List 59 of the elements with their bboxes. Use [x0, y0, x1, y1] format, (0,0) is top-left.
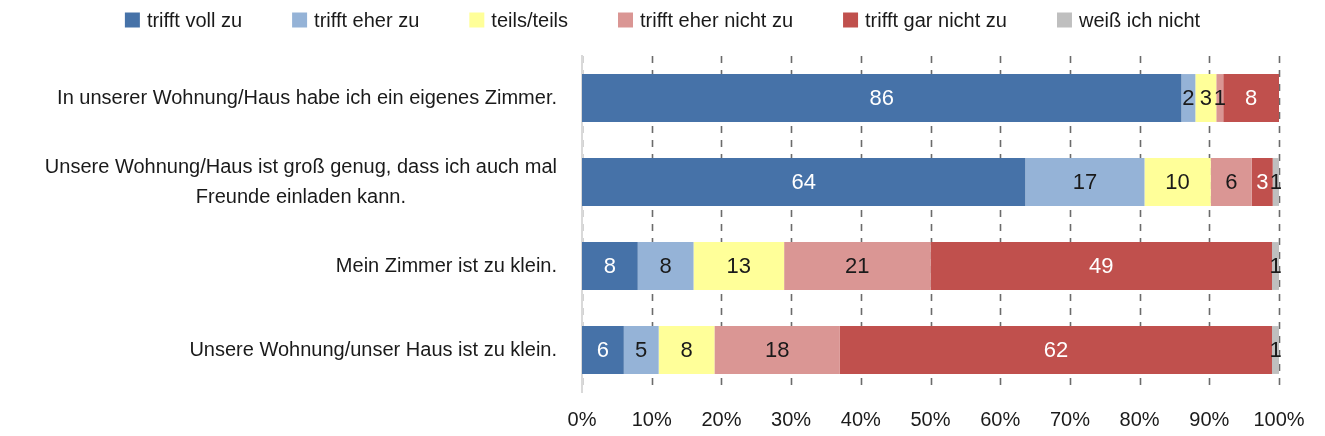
data-label: 3	[1256, 169, 1269, 195]
bar	[658, 326, 715, 374]
bar	[1144, 158, 1211, 206]
bar	[1223, 74, 1279, 122]
bar	[637, 242, 694, 290]
data-label: 17	[1072, 169, 1098, 195]
x-tick-label: 30%	[771, 407, 812, 430]
x-tick-label: 40%	[840, 407, 882, 430]
data-label: 18	[764, 337, 790, 363]
data-label: 62	[1043, 337, 1069, 363]
data-label: 2	[1182, 85, 1195, 111]
bar	[1210, 158, 1252, 206]
y-tick-label: Unsere Wohnung/unser Haus ist zu klein.	[189, 337, 558, 360]
data-label: 86	[869, 85, 894, 111]
x-tick-label: 90%	[1189, 407, 1230, 430]
legend-label: teils/teils	[491, 8, 569, 31]
data-label: 6	[596, 337, 610, 363]
bar	[839, 326, 1273, 374]
bar	[582, 326, 624, 374]
bar	[930, 242, 1273, 290]
bar	[582, 158, 1026, 206]
x-tick-label: 10%	[631, 407, 672, 430]
bar	[1025, 158, 1145, 206]
bar	[623, 326, 659, 374]
bar	[1195, 74, 1217, 122]
y-tick-label: Unsere Wohnung/Haus ist groß genug, dass ich auch mal Freunde einladen kann.	[44, 154, 558, 207]
data-label: 8	[680, 337, 693, 363]
bar	[693, 242, 785, 290]
data-label: 1	[1213, 85, 1226, 111]
data-label: 49	[1089, 253, 1114, 279]
data-label: 8	[603, 253, 617, 279]
data-label: 3	[1199, 85, 1212, 111]
data-label: 13	[726, 253, 752, 279]
x-tick-label: 70%	[1049, 407, 1091, 430]
legend-label: trifft voll zu	[146, 8, 243, 31]
legend-label: trifft gar nicht zu	[865, 8, 1007, 31]
bar	[784, 242, 931, 290]
x-tick-label: 20%	[701, 407, 742, 430]
data-label: 64	[791, 169, 816, 195]
bar	[582, 74, 1182, 122]
data-label: 5	[635, 337, 648, 363]
data-label: 21	[845, 253, 870, 279]
legend-label: weiß ich nicht	[1077, 8, 1201, 31]
data-label: 6	[1225, 169, 1238, 195]
x-tick-label: 0%	[567, 407, 597, 430]
bar	[1251, 158, 1273, 206]
data-label: 8	[1244, 85, 1258, 111]
data-label: 10	[1165, 169, 1190, 195]
x-tick-label: 80%	[1119, 407, 1160, 430]
bar	[582, 242, 638, 290]
x-tick-label: 60%	[980, 407, 1021, 430]
data-label: 8	[659, 253, 672, 279]
legend-label: trifft eher zu	[314, 8, 420, 31]
y-tick-label: In unserer Wohnung/Haus habe ich ein eigenes Zimmer.	[57, 85, 557, 108]
x-tick-label: 100%	[1253, 407, 1305, 430]
legend-label: trifft eher nicht zu	[640, 8, 794, 31]
x-tick-label: 50%	[910, 407, 951, 430]
y-tick-label: Mein Zimmer ist zu klein.	[335, 253, 557, 276]
bar	[714, 326, 840, 374]
